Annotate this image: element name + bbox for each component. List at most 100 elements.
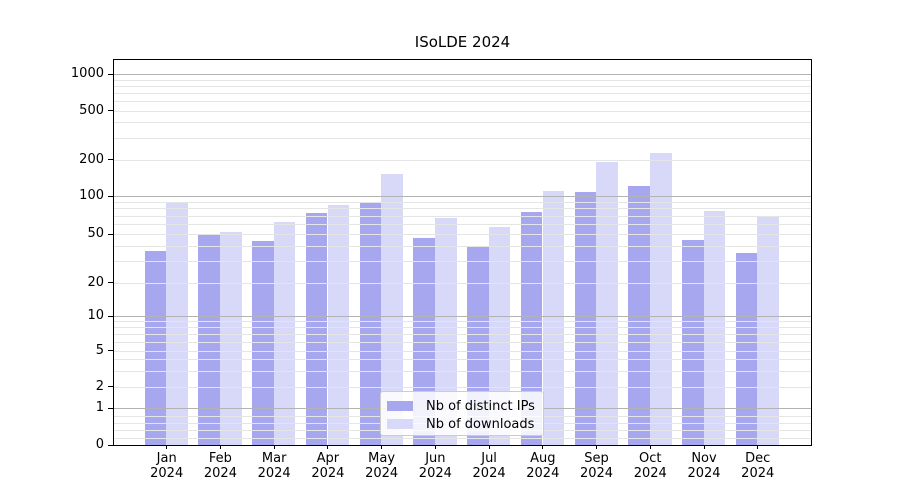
y-tick-label: 500 bbox=[79, 102, 104, 118]
bar-downloads bbox=[596, 161, 618, 445]
y-tick-label: 5 bbox=[95, 342, 104, 358]
x-tick-label: Mar 2024 bbox=[234, 451, 314, 481]
legend-label: Nb of downloads bbox=[426, 416, 535, 432]
bar-distinct-ips bbox=[628, 186, 650, 445]
x-tick-mark bbox=[381, 445, 383, 449]
bar-downloads bbox=[703, 211, 726, 445]
bar-distinct-ips bbox=[735, 252, 758, 445]
bars-layer bbox=[114, 60, 811, 445]
x-tick-label: Apr 2024 bbox=[288, 451, 368, 481]
x-tick-label: Feb 2024 bbox=[180, 451, 260, 481]
legend-swatch bbox=[387, 419, 413, 429]
y-tick-mark bbox=[108, 315, 114, 317]
month-label: Sep bbox=[584, 451, 609, 466]
month-label: Feb bbox=[208, 451, 232, 466]
year-label: 2024 bbox=[526, 466, 560, 481]
y-tick-label: 1 bbox=[95, 400, 104, 416]
y-tick-label: 2 bbox=[95, 378, 104, 394]
y-tick-mark bbox=[108, 195, 114, 197]
y-tick-mark bbox=[108, 386, 114, 388]
x-tick-label: Sep 2024 bbox=[557, 451, 637, 481]
y-tick-mark bbox=[108, 73, 114, 75]
y-tick-mark bbox=[108, 350, 114, 352]
month-label: Nov bbox=[691, 451, 717, 466]
x-tick-mark bbox=[596, 445, 598, 449]
y-tick-label: 20 bbox=[87, 274, 104, 290]
legend-row: Nb of downloads bbox=[387, 415, 535, 433]
month-label: Jan bbox=[156, 451, 177, 466]
year-label: 2024 bbox=[687, 466, 721, 481]
legend-row: Nb of distinct IPs bbox=[387, 397, 535, 415]
x-tick-mark bbox=[649, 445, 651, 449]
bar-downloads bbox=[273, 222, 296, 445]
x-tick-label: Dec 2024 bbox=[718, 451, 798, 481]
month-label: Dec bbox=[745, 451, 771, 466]
y-tick-mark bbox=[108, 444, 114, 446]
month-label: Aug bbox=[530, 451, 556, 466]
year-label: 2024 bbox=[203, 466, 237, 481]
year-label: 2024 bbox=[257, 466, 291, 481]
y-tick-label: 200 bbox=[79, 151, 104, 167]
year-label: 2024 bbox=[418, 466, 452, 481]
bar-downloads bbox=[220, 231, 242, 445]
legend-swatch bbox=[387, 401, 413, 411]
bar-distinct-ips bbox=[144, 251, 167, 445]
x-tick-mark bbox=[166, 445, 168, 449]
bar-downloads bbox=[488, 226, 511, 445]
year-label: 2024 bbox=[741, 466, 775, 481]
x-tick-mark bbox=[703, 445, 705, 449]
month-label: Apr bbox=[316, 451, 340, 466]
bar-downloads bbox=[435, 217, 457, 445]
x-tick-label: Nov 2024 bbox=[664, 451, 744, 481]
legend: Nb of distinct IPs Nb of downloads bbox=[380, 391, 544, 436]
year-label: 2024 bbox=[150, 466, 184, 481]
x-tick-label: Jul 2024 bbox=[449, 451, 529, 481]
bar-distinct-ips bbox=[574, 192, 597, 445]
x-tick-label: May 2024 bbox=[342, 451, 422, 481]
bar-downloads bbox=[327, 204, 350, 445]
y-tick-mark bbox=[108, 110, 114, 111]
chart-title: ISoLDE 2024 bbox=[414, 33, 511, 51]
y-tick-label: 0 bbox=[95, 437, 104, 452]
y-tick-label: 50 bbox=[87, 226, 104, 241]
x-tick-label: Jan 2024 bbox=[127, 451, 207, 481]
bar-downloads bbox=[649, 153, 672, 445]
x-tick-mark bbox=[273, 445, 275, 449]
x-tick-label: Oct 2024 bbox=[610, 451, 690, 481]
month-label: Jun bbox=[425, 451, 446, 466]
bar-distinct-ips bbox=[682, 239, 704, 445]
month-label: Jul bbox=[481, 451, 497, 466]
bar-distinct-ips bbox=[252, 240, 274, 445]
month-label: Mar bbox=[261, 451, 287, 466]
bar-distinct-ips bbox=[359, 203, 382, 445]
x-tick-mark bbox=[542, 445, 544, 449]
year-label: 2024 bbox=[311, 466, 345, 481]
bar-downloads bbox=[542, 191, 565, 445]
bar-downloads bbox=[757, 215, 780, 445]
y-tick-mark bbox=[108, 282, 114, 284]
y-tick-mark bbox=[108, 233, 114, 235]
x-tick-label: Aug 2024 bbox=[503, 451, 583, 481]
year-label: 2024 bbox=[365, 466, 399, 481]
y-tick-mark bbox=[108, 159, 114, 161]
month-label: May bbox=[368, 451, 396, 466]
y-tick-label: 1000 bbox=[70, 66, 104, 81]
bar-distinct-ips bbox=[198, 235, 221, 445]
year-label: 2024 bbox=[633, 466, 667, 481]
year-label: 2024 bbox=[579, 466, 614, 481]
year-label: 2024 bbox=[472, 466, 506, 481]
x-tick-label: Jun 2024 bbox=[395, 451, 475, 481]
legend-label: Nb of distinct IPs bbox=[426, 398, 535, 414]
y-tick-label: 100 bbox=[79, 188, 104, 203]
bar-downloads bbox=[166, 202, 188, 445]
y-tick-label: 10 bbox=[87, 308, 104, 323]
bar-downloads bbox=[381, 174, 403, 445]
month-label: Oct bbox=[639, 451, 662, 466]
x-tick-mark bbox=[327, 445, 329, 449]
x-tick-mark bbox=[757, 445, 759, 449]
x-tick-mark bbox=[488, 445, 490, 449]
x-tick-mark bbox=[219, 445, 221, 449]
y-tick-mark bbox=[108, 407, 114, 409]
plot-area bbox=[113, 59, 812, 446]
